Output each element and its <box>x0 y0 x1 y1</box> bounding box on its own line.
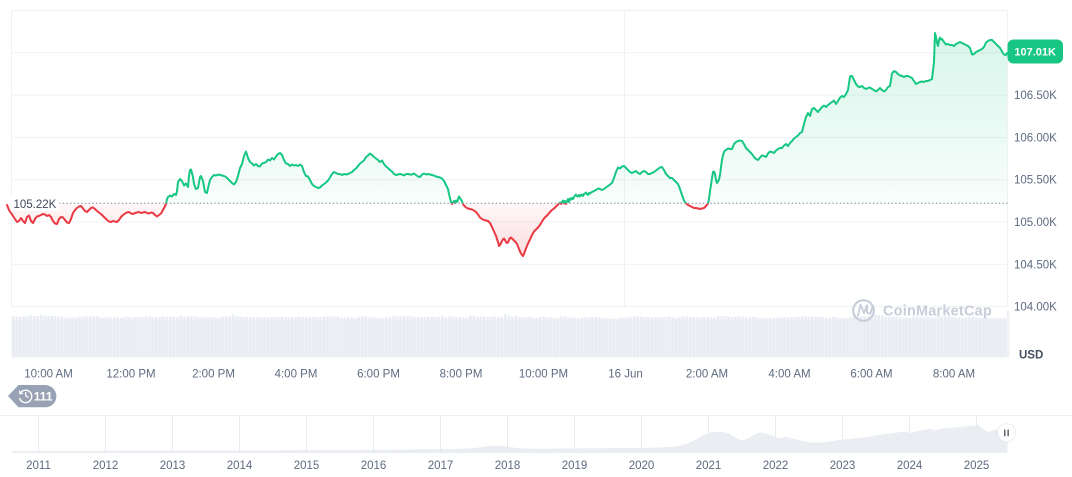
svg-text:USD: USD <box>1019 350 1043 362</box>
svg-text:107.01K: 107.01K <box>1014 46 1056 58</box>
svg-text:105.22K: 105.22K <box>14 199 57 211</box>
svg-text:2025: 2025 <box>964 460 990 472</box>
svg-text:8:00 PM: 8:00 PM <box>440 369 483 381</box>
svg-text:10:00 AM: 10:00 AM <box>24 369 73 381</box>
svg-text:2014: 2014 <box>227 460 253 472</box>
svg-text:2020: 2020 <box>629 460 655 472</box>
svg-text:6:00 AM: 6:00 AM <box>850 369 892 381</box>
svg-text:8:00 AM: 8:00 AM <box>933 369 975 381</box>
svg-text:2024: 2024 <box>897 460 923 472</box>
svg-text:2013: 2013 <box>160 460 186 472</box>
svg-text:4:00 PM: 4:00 PM <box>275 369 318 381</box>
svg-text:104.00K: 104.00K <box>1014 302 1057 314</box>
svg-text:2018: 2018 <box>495 460 521 472</box>
svg-text:106.00K: 106.00K <box>1014 132 1057 144</box>
svg-text:2011: 2011 <box>26 460 51 472</box>
svg-text:111: 111 <box>34 389 53 403</box>
svg-text:2016: 2016 <box>361 460 387 472</box>
svg-text:2015: 2015 <box>294 460 320 472</box>
svg-text:12:00 PM: 12:00 PM <box>106 369 155 381</box>
svg-text:105.00K: 105.00K <box>1014 217 1057 229</box>
svg-text:2021: 2021 <box>696 460 722 472</box>
svg-text:106.50K: 106.50K <box>1014 90 1057 102</box>
svg-text:104.50K: 104.50K <box>1014 259 1057 271</box>
svg-text:2022: 2022 <box>763 460 789 472</box>
svg-text:10:00 PM: 10:00 PM <box>519 369 568 381</box>
svg-text:2023: 2023 <box>830 460 856 472</box>
svg-text:105.50K: 105.50K <box>1014 175 1057 187</box>
svg-text:2017: 2017 <box>428 460 454 472</box>
svg-text:2:00 AM: 2:00 AM <box>686 369 728 381</box>
svg-text:2012: 2012 <box>93 460 119 472</box>
svg-text:CoinMarketCap: CoinMarketCap <box>883 304 992 320</box>
svg-text:2019: 2019 <box>562 460 588 472</box>
svg-text:2:00 PM: 2:00 PM <box>192 369 235 381</box>
svg-text:16 Jun: 16 Jun <box>608 369 643 381</box>
svg-text:6:00 PM: 6:00 PM <box>357 369 400 381</box>
svg-text:4:00 AM: 4:00 AM <box>768 369 810 381</box>
